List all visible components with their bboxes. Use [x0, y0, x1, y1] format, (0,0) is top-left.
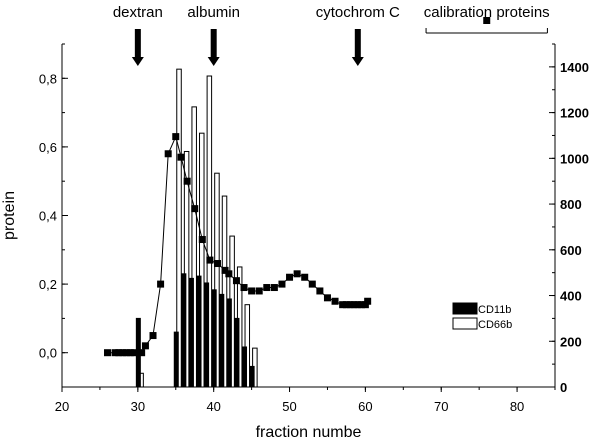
- protein-point: [240, 284, 248, 292]
- protein-point: [104, 349, 112, 357]
- calibration-marker: [483, 17, 491, 24]
- protein-point: [126, 349, 134, 357]
- protein-point: [111, 349, 119, 357]
- legend-label: CD11b: [478, 304, 511, 316]
- bar-cd11b: [219, 293, 225, 388]
- x-tick-label: 60: [358, 399, 372, 414]
- marker-layer: dextran albumin cytochrom C: [113, 4, 400, 66]
- y-right-tick-label: 800: [560, 197, 582, 212]
- marker-label: dextran: [113, 4, 163, 21]
- bar-cd11b: [188, 277, 194, 388]
- y-right-tick-label: 1200: [560, 106, 589, 121]
- protein-point: [213, 260, 221, 268]
- x-tick-label: 80: [510, 399, 524, 414]
- protein-point: [191, 205, 199, 213]
- protein-point: [270, 284, 278, 292]
- protein-point: [316, 287, 324, 295]
- protein-point: [198, 236, 206, 244]
- protein-point: [130, 349, 138, 357]
- protein-point: [157, 280, 165, 288]
- protein-point: [138, 349, 146, 357]
- protein-point: [206, 256, 214, 264]
- marker-arrowhead: [207, 57, 220, 66]
- calibration-label: calibration proteins: [424, 4, 550, 21]
- bar-cd11b: [226, 298, 232, 388]
- marker-arrow-shaft: [354, 29, 361, 57]
- protein-point: [122, 349, 130, 357]
- protein-point: [232, 277, 240, 285]
- x-axis-label: fraction numbe: [256, 424, 362, 441]
- protein-point: [286, 273, 294, 281]
- y-left-tick-label: 0,6: [39, 140, 57, 155]
- protein-point: [172, 133, 180, 141]
- y-left-tick-label: 0,0: [39, 346, 57, 361]
- bar-cd11b: [173, 331, 179, 388]
- y-left-tick-label: 0,8: [39, 71, 57, 86]
- bar-cd11b: [181, 273, 187, 388]
- plot-area: [104, 68, 372, 388]
- y-left-tick-label: 0,4: [39, 209, 57, 224]
- protein-point: [225, 270, 233, 278]
- bar-cd11b: [249, 365, 255, 388]
- protein-point: [119, 349, 127, 357]
- protein-point: [301, 273, 309, 281]
- protein-point: [221, 266, 229, 274]
- protein-point: [278, 280, 286, 288]
- legend-label: CD66b: [478, 319, 512, 331]
- y-right-tick-label: 400: [560, 289, 582, 304]
- y-right-tick-label: 200: [560, 334, 582, 349]
- bar-cd11b: [242, 346, 248, 388]
- y-right-tick-label: 600: [560, 243, 582, 258]
- protein-point: [177, 153, 185, 161]
- protein-point: [354, 301, 362, 309]
- axes: 0,0 0,2 0,4 0,6 0,8 0 200 400 600 800 1000 1200 1400…: [39, 43, 589, 414]
- bar-cd11b: [204, 282, 210, 388]
- calibration-legend: calibration proteins: [424, 4, 550, 34]
- protein-point: [323, 294, 331, 302]
- marker-arrowhead: [351, 57, 364, 66]
- protein-point: [358, 301, 366, 309]
- y-right-tick-label: 0: [560, 380, 567, 395]
- protein-point: [149, 332, 157, 340]
- protein-point: [339, 301, 347, 309]
- y-right-tick-label: 1400: [560, 60, 589, 75]
- legend: CD11b CD66b: [452, 302, 512, 331]
- y-right-tick-label: 1000: [560, 151, 589, 166]
- protein-point: [364, 297, 372, 305]
- bar-cd11b: [234, 317, 240, 388]
- protein-point: [248, 287, 256, 295]
- protein-point: [342, 301, 350, 309]
- bar-cd11b: [211, 289, 217, 388]
- protein-point: [183, 177, 191, 185]
- protein-point: [141, 342, 149, 350]
- x-tick-label: 20: [55, 399, 69, 414]
- protein-point: [255, 287, 263, 295]
- bar-cd11b: [196, 275, 202, 388]
- y-left-tick-label: 0,2: [39, 277, 57, 292]
- protein-point: [263, 284, 271, 292]
- protein-point: [350, 301, 358, 309]
- marker-label: albumin: [187, 4, 240, 21]
- marker-label: cytochrom C: [316, 4, 400, 21]
- x-tick-label: 50: [282, 399, 296, 414]
- protein-point: [331, 297, 339, 305]
- marker-arrow-shaft: [134, 29, 141, 57]
- x-tick-label: 70: [434, 399, 448, 414]
- x-tick-label: 40: [206, 399, 220, 414]
- x-tick-label: 30: [131, 399, 145, 414]
- marker-arrow-shaft: [210, 29, 217, 57]
- protein-point: [308, 280, 316, 288]
- legend-swatch: [452, 317, 478, 330]
- legend-swatch: [452, 302, 478, 315]
- protein-point: [293, 270, 301, 278]
- marker-arrowhead: [131, 57, 144, 66]
- protein-point: [115, 349, 123, 357]
- protein-point: [346, 301, 354, 309]
- y-axis-label: protein: [1, 191, 18, 240]
- protein-point: [164, 150, 172, 158]
